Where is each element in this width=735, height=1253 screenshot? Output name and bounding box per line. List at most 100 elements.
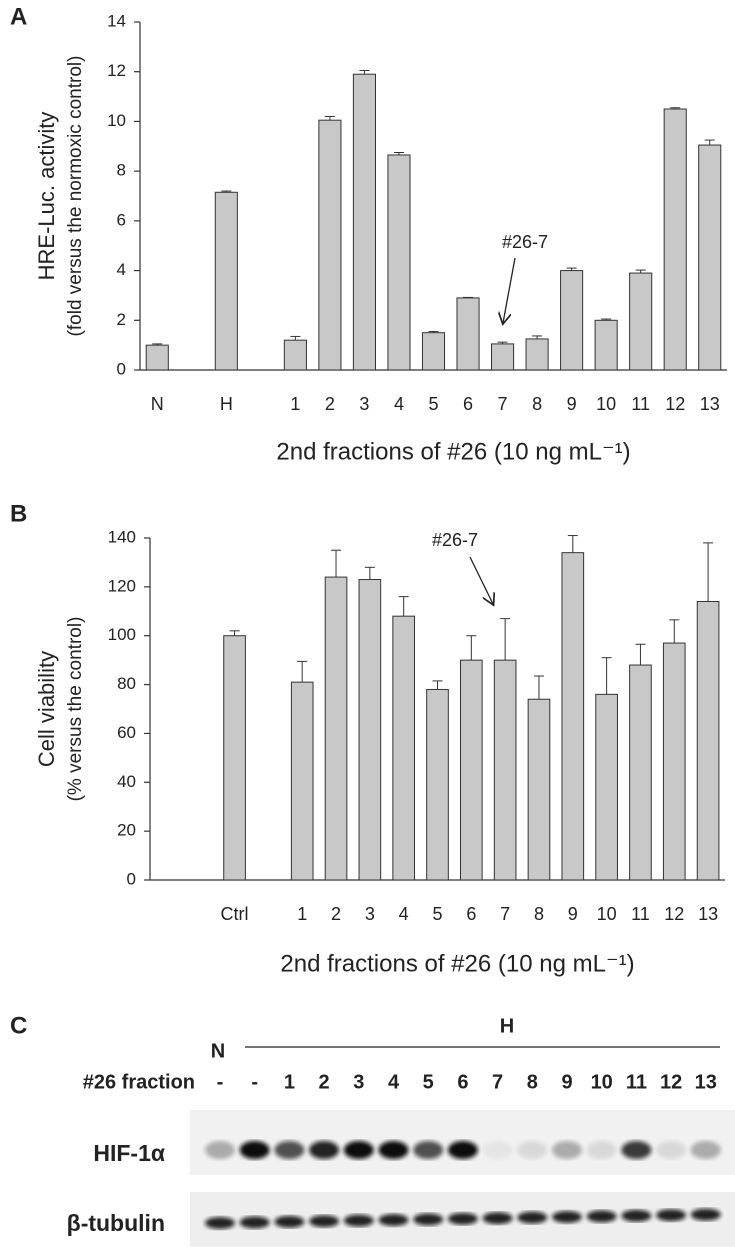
x-tick-label: 6 [466, 904, 476, 924]
y-tick-label: 12 [107, 61, 126, 80]
tubulin-band [691, 1209, 721, 1221]
y-tick-label: 2 [117, 310, 126, 329]
x-tick-label: 11 [631, 904, 650, 924]
bar [427, 689, 449, 880]
x-tick-label: 13 [698, 904, 718, 924]
lane-label: 7 [492, 1071, 503, 1093]
hif-band [552, 1141, 582, 1159]
lane-label: 12 [660, 1071, 682, 1093]
lane-label: - [251, 1071, 258, 1093]
panel-label: A [10, 3, 27, 30]
bar [319, 120, 341, 370]
y-axis-title: HRE-Luc. activity [34, 112, 59, 281]
row-label: #26 fraction [83, 1071, 195, 1093]
y-tick-label: 20 [117, 821, 136, 840]
annotation-arrow [503, 258, 515, 323]
x-tick-label: 12 [665, 394, 685, 414]
hif-band [379, 1141, 409, 1159]
hif-band [205, 1141, 235, 1159]
lane-label: 4 [388, 1071, 400, 1093]
bar [494, 660, 516, 880]
hif-band [413, 1141, 443, 1159]
x-tick-label: 2 [331, 904, 341, 924]
y-tick-label: 100 [108, 625, 136, 644]
x-tick-label: 6 [463, 394, 473, 414]
x-tick-label: Ctrl [221, 904, 249, 924]
bar [388, 155, 410, 370]
group-label: H [500, 1015, 514, 1037]
tubulin-band [552, 1211, 582, 1223]
bar [596, 694, 618, 880]
x-tick-label: 9 [568, 904, 578, 924]
x-tick-label: 1 [297, 904, 307, 924]
x-tick-label: 8 [532, 394, 542, 414]
panel-label: B [10, 500, 27, 527]
bar [630, 273, 652, 370]
y-axis-note: (fold versus the normoxic control) [65, 56, 86, 337]
hif-band [517, 1141, 547, 1159]
x-tick-label: 3 [365, 904, 375, 924]
y-tick-label: 8 [117, 161, 126, 180]
bar [699, 145, 721, 370]
bar [562, 553, 584, 880]
lane-label: 10 [591, 1071, 613, 1093]
lane-label: - [217, 1071, 224, 1093]
hif-band [240, 1141, 270, 1159]
hif-band [621, 1141, 651, 1159]
tubulin-band [448, 1213, 478, 1225]
annotation: #26-7 [432, 530, 478, 550]
bar [146, 345, 168, 370]
bar [697, 602, 719, 880]
y-tick-label: 14 [107, 11, 126, 30]
lane-label: 5 [423, 1071, 434, 1093]
y-tick-label: 6 [117, 210, 126, 229]
lane-label: 6 [457, 1071, 468, 1093]
annotation: #26-7 [502, 232, 548, 252]
x-tick-label: 1 [290, 394, 300, 414]
bar [284, 340, 306, 370]
group-label: N [211, 1040, 225, 1062]
tubulin-band [274, 1216, 304, 1228]
hif-band [691, 1141, 721, 1159]
x-tick-label: 10 [597, 904, 617, 924]
band-label: HIF-1α [93, 1140, 165, 1166]
panel-label: C [10, 1012, 27, 1039]
lane-label: 8 [527, 1071, 538, 1093]
hif-band [309, 1141, 339, 1159]
bar [461, 660, 483, 880]
hif-band [483, 1141, 513, 1159]
tubulin-band [344, 1215, 374, 1227]
y-axis-note: (% versus the control) [65, 617, 86, 802]
bar [457, 298, 479, 370]
bar [561, 271, 583, 370]
band-label: β-tubulin [67, 1210, 165, 1236]
x-tick-label: 5 [432, 904, 442, 924]
x-tick-label: 7 [500, 904, 510, 924]
y-axis-title: Cell viability [34, 651, 59, 767]
tubulin-band [413, 1213, 443, 1225]
hif-band [587, 1141, 617, 1159]
y-tick-label: 0 [117, 359, 126, 378]
x-tick-label: 8 [534, 904, 544, 924]
y-tick-label: 0 [127, 869, 136, 888]
x-tick-label: 7 [498, 394, 508, 414]
tubulin-band [587, 1210, 617, 1222]
hif-band [344, 1141, 374, 1159]
hif-band [656, 1141, 686, 1159]
y-tick-label: 10 [107, 111, 126, 130]
bar [664, 109, 686, 370]
bar [492, 344, 514, 370]
y-tick-label: 80 [117, 674, 136, 693]
bar [595, 320, 617, 370]
bar [291, 682, 313, 880]
y-tick-label: 120 [108, 576, 136, 595]
x-axis-title: 2nd fractions of #26 (10 ng mL⁻¹) [280, 950, 634, 977]
x-tick-label: 2 [325, 394, 335, 414]
lane-label: 11 [626, 1071, 647, 1093]
y-tick-label: 40 [117, 772, 136, 791]
x-tick-label: 4 [394, 394, 404, 414]
x-axis-title: 2nd fractions of #26 (10 ng mL⁻¹) [276, 438, 630, 465]
x-tick-label: 11 [631, 394, 650, 414]
tubulin-band [205, 1217, 235, 1229]
lane-label: 3 [353, 1071, 364, 1093]
